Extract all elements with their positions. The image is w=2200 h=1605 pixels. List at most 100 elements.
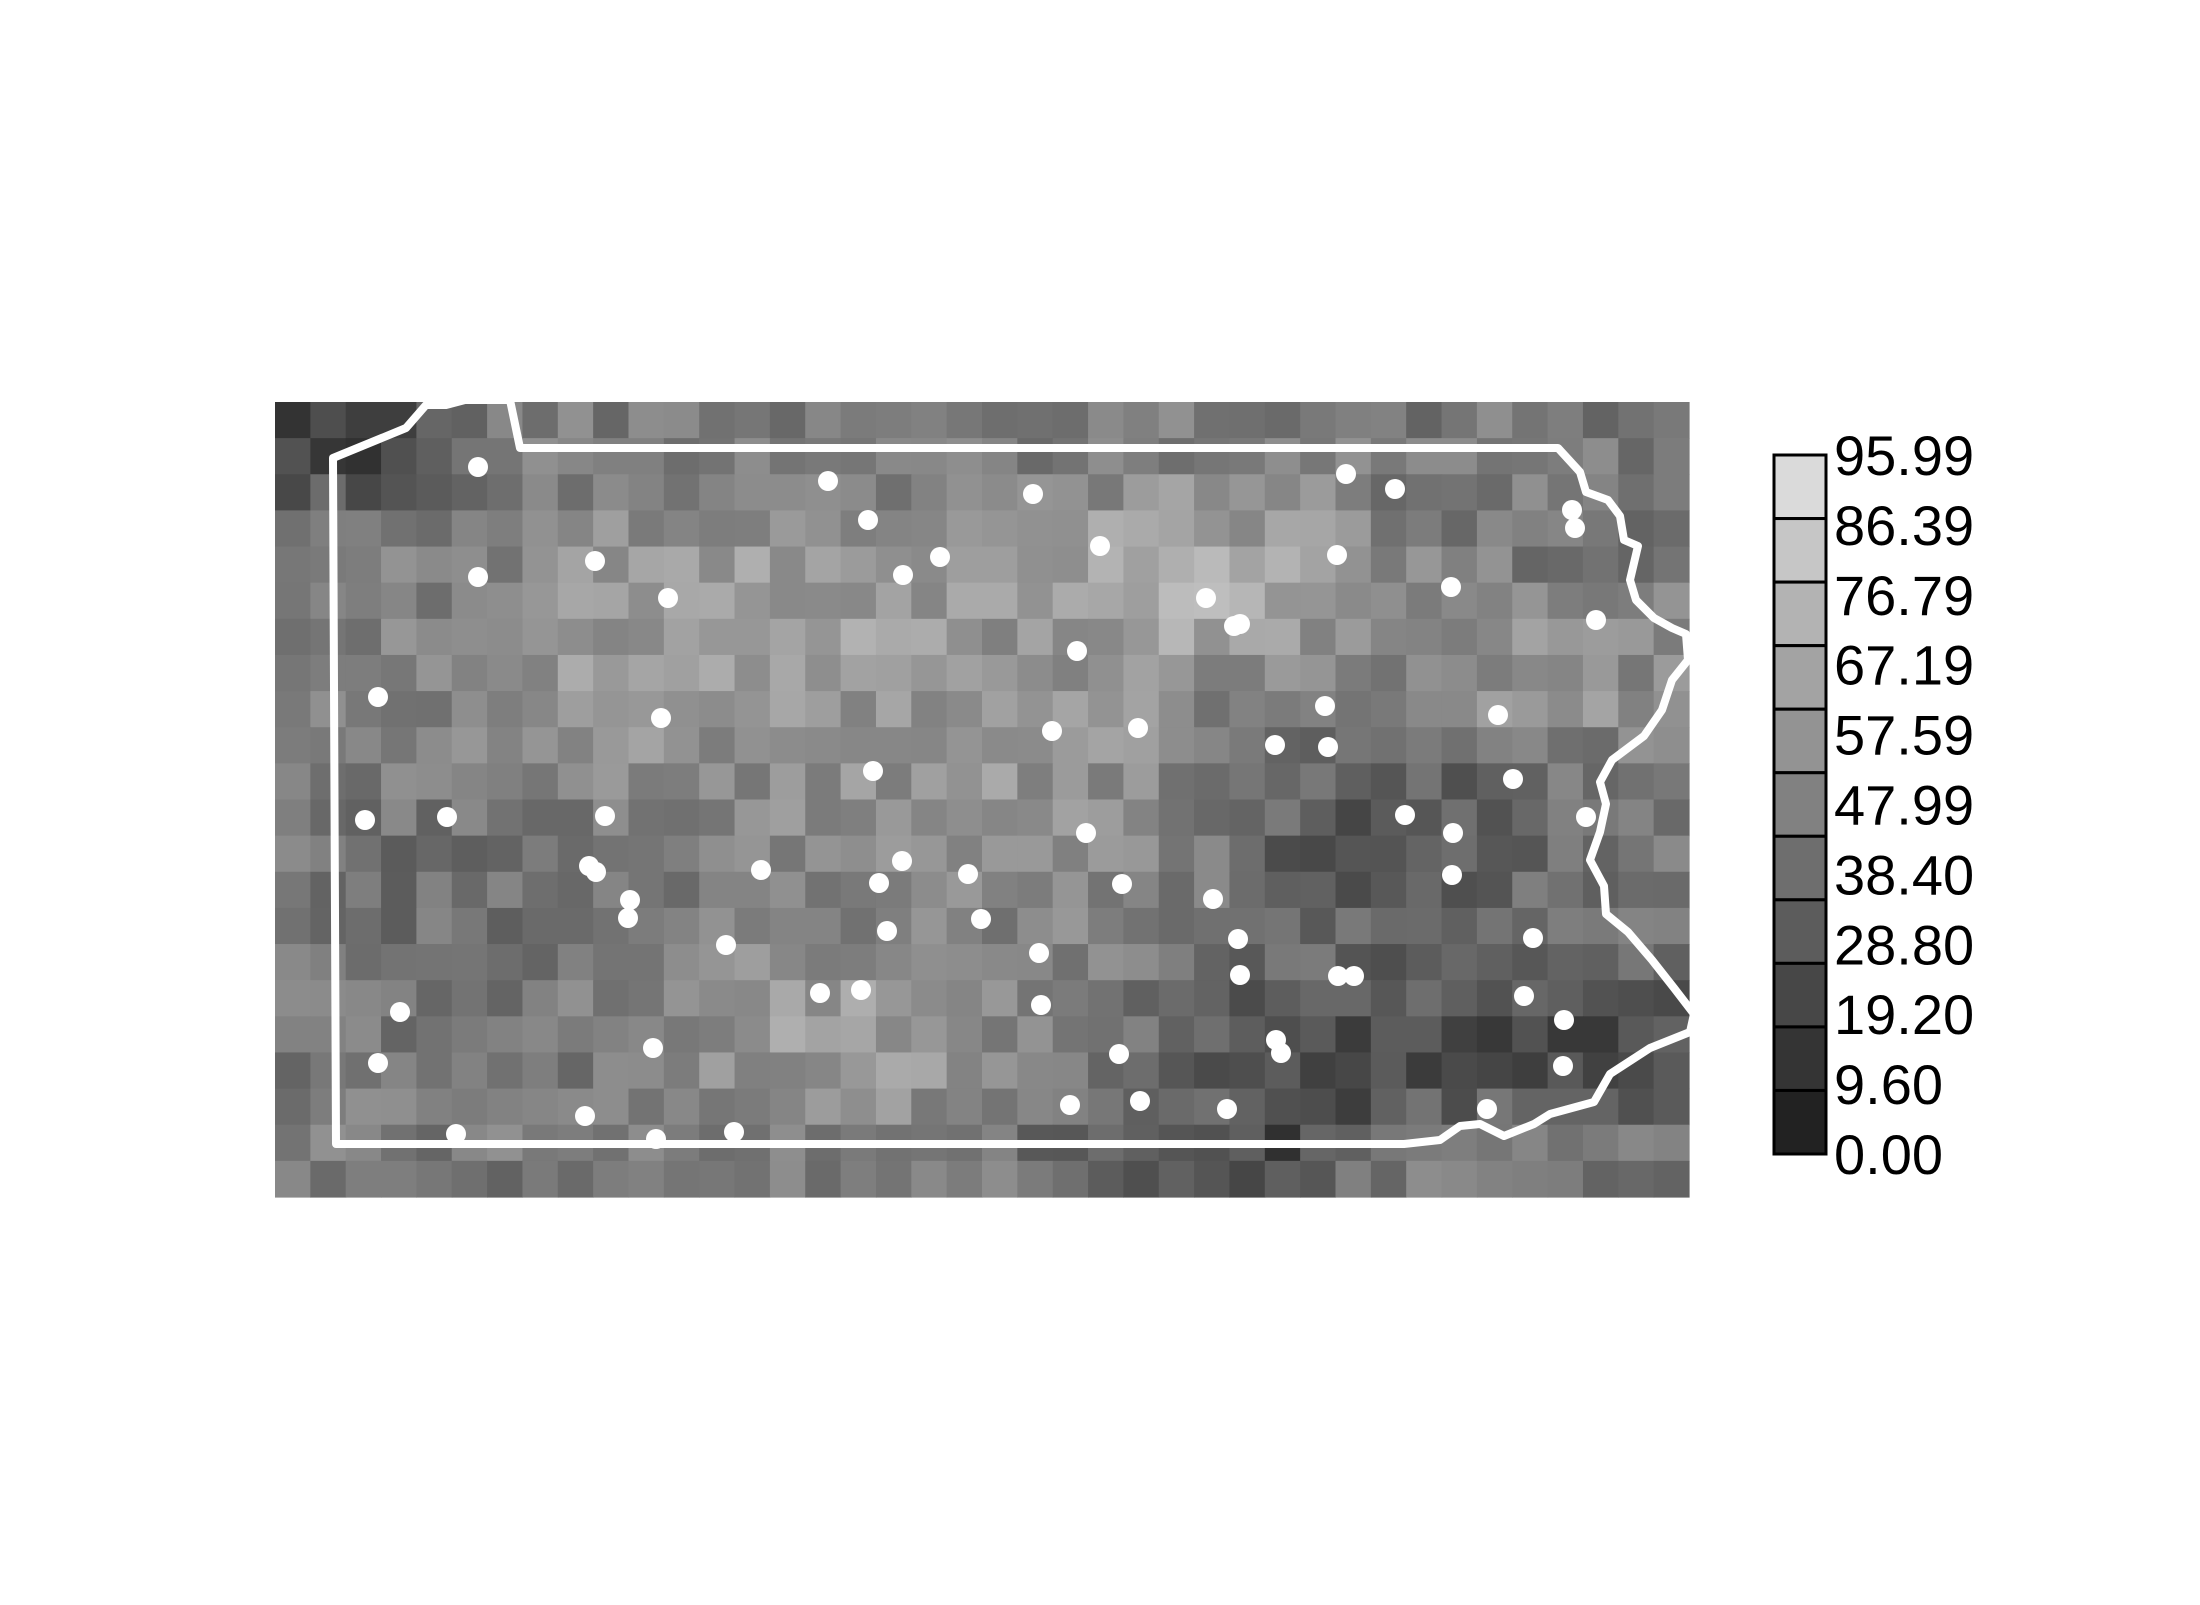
heatmap-cell xyxy=(1300,763,1337,801)
heatmap-cell xyxy=(982,980,1018,1017)
heatmap-cell xyxy=(310,474,347,512)
heatmap-cell xyxy=(275,1016,311,1054)
heatmap-cell xyxy=(522,582,559,620)
heatmap-cell xyxy=(487,510,524,548)
heatmap-cell xyxy=(1618,1088,1655,1126)
heatmap-cell xyxy=(1088,438,1124,475)
heatmap-cell xyxy=(911,835,948,873)
heatmap-cell xyxy=(663,727,700,764)
heatmap-cell xyxy=(345,582,382,620)
heatmap-cell xyxy=(982,1052,1018,1090)
heatmap-cell xyxy=(663,944,700,981)
heatmap-cell xyxy=(522,835,559,873)
heatmap-cell xyxy=(663,980,700,1017)
heatmap-cell xyxy=(734,1088,771,1126)
heatmap-cell xyxy=(451,835,488,873)
site-point xyxy=(724,1122,744,1142)
heatmap-cell xyxy=(1088,654,1124,692)
heatmap-cell xyxy=(522,402,559,439)
heatmap-cell xyxy=(1476,871,1513,909)
legend-tick-label: 86.39 xyxy=(1834,494,1974,557)
heatmap-cell xyxy=(487,907,524,945)
heatmap-cell xyxy=(1582,510,1619,548)
heatmap-cell xyxy=(557,438,594,475)
heatmap-cell xyxy=(487,1160,524,1198)
heatmap-cell xyxy=(734,763,771,801)
heatmap-cell xyxy=(1335,582,1372,620)
heatmap-cell xyxy=(1547,907,1584,945)
heatmap-cell xyxy=(381,907,417,945)
heatmap-cell xyxy=(1476,618,1513,656)
heatmap-cell xyxy=(1547,654,1584,692)
heatmap-cell xyxy=(1512,835,1549,873)
heatmap-cell xyxy=(1653,1088,1690,1126)
heatmap-cell xyxy=(1264,944,1301,981)
heatmap-cell xyxy=(911,402,948,439)
heatmap-cell xyxy=(275,1052,311,1090)
heatmap-cell xyxy=(1229,402,1266,439)
heatmap-cell xyxy=(982,546,1018,584)
heatmap-cell xyxy=(1618,402,1655,439)
heatmap-cell xyxy=(1123,835,1160,873)
heatmap-cell xyxy=(628,1088,665,1126)
heatmap-cell xyxy=(451,691,488,728)
heatmap-cell xyxy=(946,1016,983,1054)
heatmap-cell xyxy=(593,1088,630,1126)
site-point xyxy=(1327,545,1347,565)
heatmap-cell xyxy=(1158,763,1195,801)
heatmap-cell xyxy=(911,763,948,801)
heatmap-cell xyxy=(345,1160,382,1198)
heatmap-cell xyxy=(982,618,1018,656)
site-point xyxy=(869,873,889,893)
heatmap-cell xyxy=(1229,510,1266,548)
heatmap-cell xyxy=(805,907,842,945)
heatmap-cell xyxy=(1512,871,1549,909)
heatmap-cell xyxy=(1653,835,1690,873)
legend-swatch xyxy=(1772,961,1828,1029)
heatmap-cell xyxy=(593,402,630,439)
heatmap-cell xyxy=(1158,799,1195,837)
site-point xyxy=(1196,588,1216,608)
heatmap-cell xyxy=(1300,799,1337,837)
heatmap-cell xyxy=(911,944,948,981)
heatmap-cell xyxy=(1335,510,1372,548)
heatmap-cell xyxy=(593,1160,630,1198)
legend-swatch xyxy=(1772,898,1828,965)
legend-swatch xyxy=(1772,1025,1828,1092)
heatmap-cell xyxy=(1370,1052,1407,1090)
heatmap-cell xyxy=(628,1160,665,1198)
heatmap-cell xyxy=(946,582,983,620)
heatmap-cell xyxy=(1618,799,1655,837)
heatmap-cell xyxy=(1229,835,1266,873)
heatmap-cell xyxy=(946,402,983,439)
heatmap-cell xyxy=(1123,546,1160,584)
heatmap-cell xyxy=(1052,582,1089,620)
site-point xyxy=(892,851,912,871)
site-point xyxy=(1230,965,1250,985)
heatmap-cell xyxy=(451,944,488,981)
heatmap-cell xyxy=(487,799,524,837)
heatmap-cell xyxy=(593,1052,630,1090)
heatmap-cell xyxy=(1264,691,1301,728)
heatmap-cell xyxy=(699,727,736,764)
heatmap-cell xyxy=(310,510,347,548)
heatmap-cell xyxy=(946,474,983,512)
heatmap-cell xyxy=(805,799,842,837)
heatmap-cell xyxy=(1335,1016,1372,1054)
heatmap-cell xyxy=(1653,546,1690,584)
heatmap-cell xyxy=(1441,727,1478,764)
heatmap-cell xyxy=(416,654,453,692)
heatmap-cell xyxy=(381,799,417,837)
heatmap-cell xyxy=(310,618,347,656)
heatmap-cell xyxy=(1300,654,1337,692)
heatmap-cell xyxy=(840,799,877,837)
heatmap-cell xyxy=(522,799,559,837)
heatmap-cell xyxy=(451,1088,488,1126)
heatmap-cell xyxy=(1441,691,1478,728)
heatmap-cell xyxy=(1123,1016,1160,1054)
heatmap-cell xyxy=(1194,980,1231,1017)
site-point xyxy=(1562,500,1582,520)
heatmap-cell xyxy=(275,1124,311,1162)
site-point xyxy=(1271,1043,1291,1063)
heatmap-cell xyxy=(310,691,347,728)
